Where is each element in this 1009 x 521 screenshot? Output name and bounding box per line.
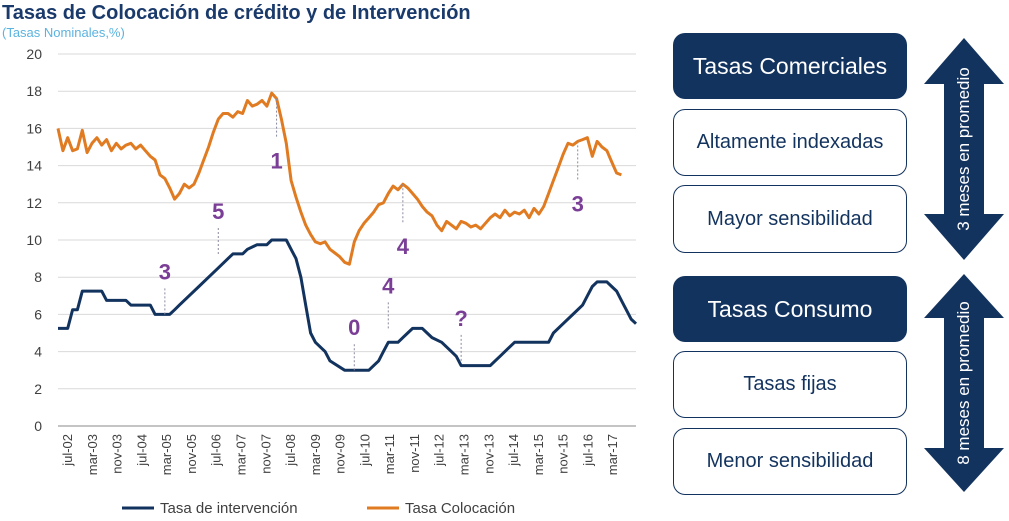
x-tick-label: nov-11 <box>407 434 422 473</box>
consumer-lag-label: 8 meses en promedio <box>954 301 973 465</box>
x-tick-label: mar-11 <box>382 434 397 474</box>
legend-label: Tasa Colocación <box>405 500 515 517</box>
x-tick-label: jul-02 <box>60 434 75 467</box>
x-tick-label: mar-17 <box>605 434 620 475</box>
annotation-label: 0 <box>348 315 360 340</box>
y-tick-label: 10 <box>26 232 42 248</box>
y-tick-label: 2 <box>34 381 42 397</box>
chart-title: Tasas de Colocación de crédito y de Inte… <box>2 2 471 24</box>
double-arrow-icon <box>924 274 1004 492</box>
x-tick-label: nov-13 <box>481 434 496 474</box>
x-tick-label: mar-13 <box>457 434 472 475</box>
y-tick-label: 6 <box>34 306 42 322</box>
commercial-indexed-box: Altamente indexadas <box>673 109 907 176</box>
x-tick-label: jul-04 <box>134 434 149 467</box>
y-tick-label: 14 <box>26 158 42 174</box>
y-tick-label: 4 <box>34 344 42 360</box>
x-tick-label: nov-15 <box>556 434 571 474</box>
x-tick-label: nov-05 <box>184 434 199 474</box>
x-tick-label: nov-09 <box>333 434 348 474</box>
annotation-label: ? <box>454 306 467 331</box>
x-tick-label: jul-16 <box>580 434 595 467</box>
x-tick-label: mar-05 <box>159 434 174 475</box>
consumer-rates-header: Tasas Consumo <box>673 276 907 342</box>
x-tick-label: mar-09 <box>308 434 323 475</box>
x-tick-label: jul-14 <box>506 434 521 467</box>
annotation-label: 5 <box>212 199 224 224</box>
x-tick-label: nov-07 <box>258 434 273 474</box>
y-tick-label: 18 <box>26 83 42 99</box>
y-tick-label: 20 <box>26 46 42 62</box>
x-tick-label: jul-08 <box>283 434 298 467</box>
commercial-lag-label: 3 meses en promedio <box>954 67 973 231</box>
x-tick-label: jul-12 <box>432 434 447 467</box>
x-tick-label: mar-15 <box>531 434 546 475</box>
x-tick-label: jul-06 <box>209 434 224 467</box>
y-tick-label: 16 <box>26 120 42 136</box>
x-tick-label: mar-07 <box>233 434 248 475</box>
legend-label: Tasa de intervención <box>160 500 298 517</box>
consumer-fixed-box: Tasas fijas <box>673 351 907 418</box>
annotation-label: 4 <box>382 273 395 298</box>
x-tick-label: jul-10 <box>357 434 372 467</box>
x-tick-label: nov-03 <box>110 434 125 474</box>
consumer-sensitivity-box: Menor sensibilidad <box>673 428 907 495</box>
annotation-label: 4 <box>397 234 410 259</box>
series-line-colocacion <box>56 91 622 266</box>
commercial-sensitivity-box: Mayor sensibilidad <box>673 185 907 253</box>
y-tick-label: 12 <box>26 195 42 211</box>
chart-subtitle: (Tasas Nominales,%) <box>2 25 125 40</box>
y-tick-label: 0 <box>34 418 42 434</box>
annotation-label: 3 <box>572 191 584 216</box>
y-tick-label: 8 <box>34 269 42 285</box>
double-arrow-icon <box>924 38 1004 260</box>
annotation-label: 3 <box>159 259 171 284</box>
commercial-rates-header: Tasas Comerciales <box>673 33 907 99</box>
series-line-intervencion <box>58 238 638 372</box>
x-tick-label: mar-03 <box>85 434 100 475</box>
annotation-label: 1 <box>270 149 282 174</box>
